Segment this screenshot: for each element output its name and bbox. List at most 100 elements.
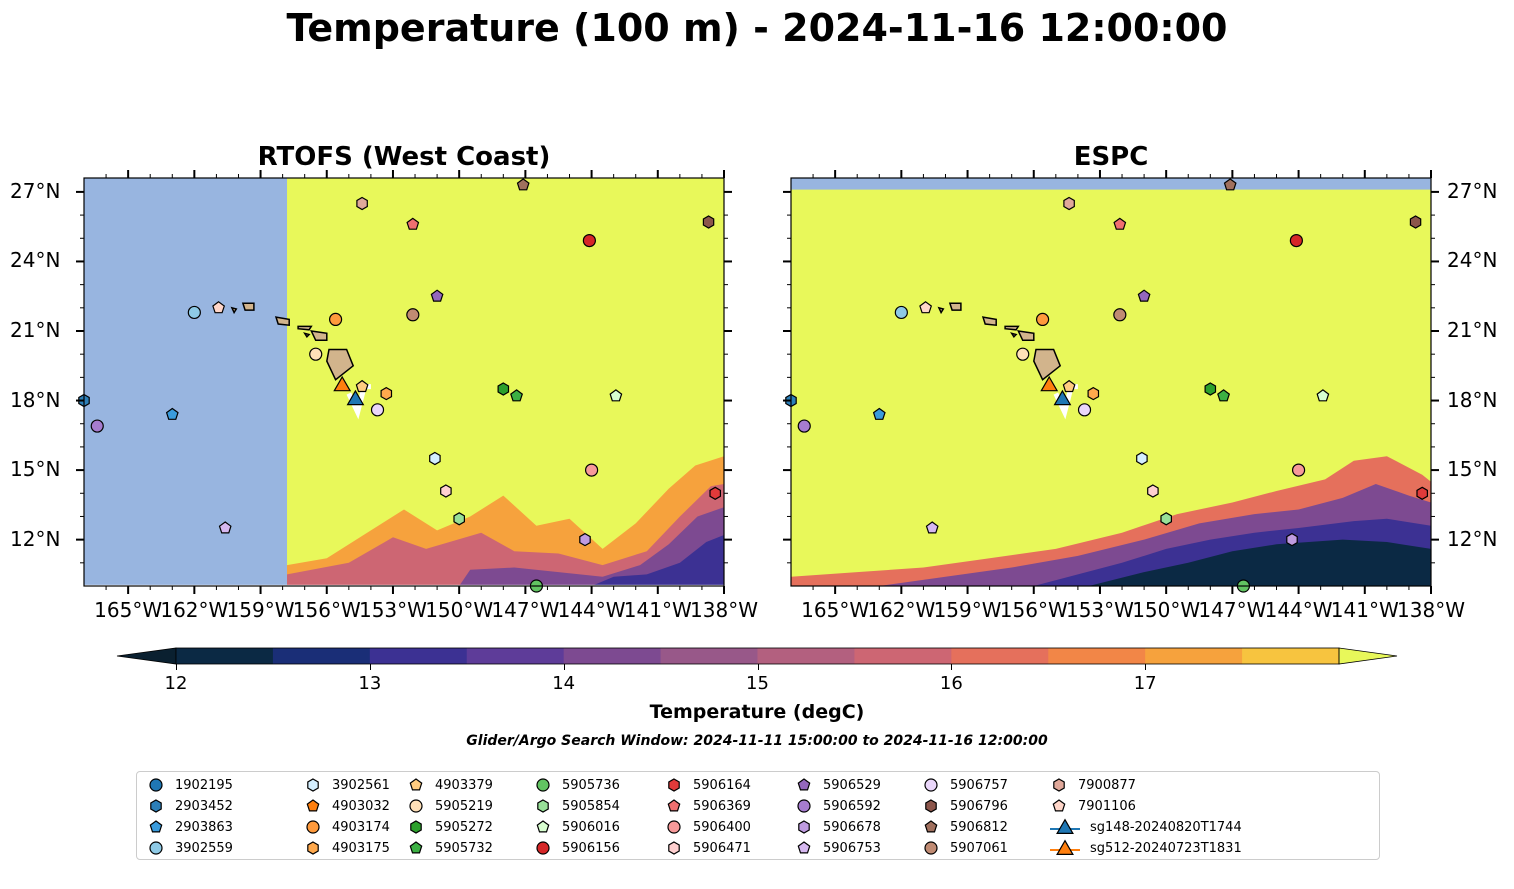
float-5906369 (406, 217, 420, 230)
legend-marker-hexagon-icon (668, 841, 680, 855)
float-5907061 (406, 308, 420, 322)
colorbar (116, 647, 1398, 665)
legend-marker-pentagon-icon (1052, 799, 1066, 812)
legend-label: 3902559 (175, 840, 233, 856)
colorbar-segment (176, 648, 274, 664)
x-tick-label: 159°W (933, 598, 1002, 622)
legend-marker-circle-icon (306, 820, 320, 834)
legend-marker-circle-icon (409, 799, 423, 813)
legend-label: 5906757 (950, 777, 1008, 793)
float-5906812 (1223, 178, 1237, 191)
legend-label: 5906156 (562, 840, 620, 856)
legend-item: 5906471 (665, 840, 751, 856)
legend-label: 5906400 (693, 819, 751, 835)
y-tick-label-right: 18°N (1447, 387, 1498, 412)
colorbar-segment (854, 648, 952, 664)
float-4903174 (328, 312, 343, 327)
y-tick-label-left: 21°N (10, 318, 61, 342)
colorbar-tick-mark (176, 664, 177, 670)
colorbar-tick-label: 17 (1133, 673, 1157, 694)
legend-label: sg148-20240820T1744 (1090, 819, 1242, 835)
float-5906796 (702, 215, 715, 229)
colorbar-segment (1048, 648, 1146, 664)
argo-floats (78, 178, 722, 593)
legend-marker-hexagon-icon (410, 820, 422, 834)
legend-item: 5906678 (795, 819, 881, 835)
colorbar-segment (466, 648, 565, 664)
legend-marker-hexagon-icon (668, 778, 680, 792)
float-5906753 (925, 521, 939, 534)
x-tick-label: 144°W (1264, 598, 1333, 622)
island-lanai (303, 332, 311, 339)
x-tick-label: 141°W (623, 598, 692, 622)
legend-shape (409, 778, 423, 791)
island-molokai (297, 325, 313, 331)
legend-shape (668, 841, 680, 855)
island-hawaii (1033, 348, 1062, 381)
legend-label: 4903032 (332, 798, 390, 814)
legend-label: 5905854 (562, 798, 620, 814)
float-3902559 (894, 305, 908, 320)
float-7901106 (919, 301, 933, 314)
legend-marker-triangle-icon (1050, 818, 1080, 834)
colorbar-tick-mark (369, 664, 371, 670)
float-4903175 (380, 386, 393, 401)
isotherm-13 (591, 535, 724, 586)
x-tick-label: 138°W (690, 598, 758, 622)
legend-marker-pentagon-icon (797, 841, 811, 854)
legend-label: 3902561 (332, 777, 390, 793)
float-7901106 (212, 301, 226, 314)
cool-water-band (791, 456, 1431, 586)
legend-item: 5906156 (534, 840, 620, 856)
float-5906400 (584, 463, 599, 477)
legend-marker-circle-icon (536, 841, 550, 855)
colorbar-tick-mark (563, 664, 565, 670)
legend-marker-pentagon-icon (149, 820, 163, 833)
float-5906164 (1416, 486, 1429, 500)
legend-item: 5906369 (665, 798, 751, 814)
legend-marker-pentagon-icon (536, 820, 550, 833)
argo-floats (785, 178, 1429, 593)
y-tick-label-right: 27°N (1447, 178, 1498, 203)
x-tick-label: 156°W (292, 598, 361, 622)
island-kauai (948, 302, 962, 311)
x-tick-label: 156°W (999, 598, 1068, 622)
legend-item: 5905736 (534, 777, 620, 793)
legend-shape (307, 841, 319, 855)
island-oahu (981, 316, 997, 327)
y-tick-label-right: 24°N (1447, 248, 1498, 273)
float-5907061 (1113, 308, 1127, 322)
legend-shape (307, 778, 319, 792)
x-tick-label: 141°W (1330, 598, 1399, 622)
island-niihau (230, 306, 238, 315)
legend-shape (149, 841, 163, 855)
legend-label: 5906164 (693, 777, 751, 793)
legend-marker-hexagon-icon (537, 799, 549, 813)
legend-item: 5905272 (407, 819, 493, 835)
legend-shape (536, 820, 550, 833)
float-5906678 (579, 532, 591, 547)
y-tick-label-left: 27°N (10, 178, 61, 203)
legend-marker-pentagon-icon (306, 799, 320, 812)
float-5906753 (218, 521, 232, 534)
float-5906812 (516, 178, 530, 191)
float-5906529 (430, 289, 444, 302)
x-tick-label: 147°W (1198, 598, 1267, 622)
gliders (1040, 375, 1072, 406)
legend-shape (306, 799, 320, 812)
legend-label: 5905732 (435, 840, 493, 856)
legend-item: 4903379 (407, 777, 493, 793)
map-frame (790, 177, 1432, 587)
legend-marker-hexagon-icon (307, 778, 319, 792)
island-maui (1017, 330, 1035, 342)
legend-item: 4903175 (304, 840, 390, 856)
legend-item: 5907061 (922, 840, 1008, 856)
figure-title: Temperature (100 m) - 2024-11-16 12:00:0… (286, 6, 1228, 50)
legend-item: 5906400 (665, 819, 751, 835)
legend-item: 5905732 (407, 840, 493, 856)
y-tick-label-left: 12°N (10, 526, 61, 551)
legend-item: 2903452 (147, 798, 233, 814)
x-tick-label: 153°W (358, 598, 427, 622)
float-4903174 (1035, 312, 1050, 327)
hawaiian-islands (230, 302, 355, 381)
